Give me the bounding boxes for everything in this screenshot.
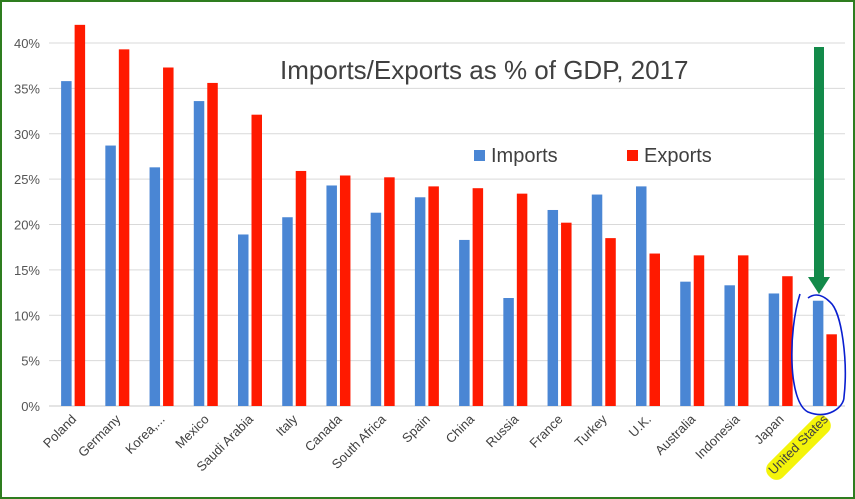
bar-exports-spain [428, 186, 439, 406]
arrow-shaft [814, 47, 824, 277]
bar-exports-indonesia [737, 255, 749, 406]
y-tick-label: 0% [21, 399, 40, 414]
bar-exports-korea- [163, 67, 174, 406]
bar-exports-china [472, 188, 484, 406]
x-tick-label: Canada [302, 411, 345, 454]
bar-imports-u-k- [636, 186, 647, 406]
bar-imports-south-africa [370, 212, 382, 406]
bar-exports-germany [118, 49, 130, 406]
bar-imports-saudi-arabia [238, 234, 249, 406]
bar-exports-poland [74, 24, 86, 406]
chart-title: Imports/Exports as % of GDP, 2017 [280, 55, 688, 85]
bar-exports-united-states [826, 334, 837, 406]
x-tick-label: France [526, 412, 565, 451]
x-tick-label: Mexico [172, 412, 212, 452]
x-tick-label: Indonesia [692, 411, 743, 462]
bar-imports-mexico [193, 101, 205, 406]
bar-exports-canada [339, 175, 351, 406]
annotations [791, 47, 847, 416]
y-axis-ticks: 0% 5% 10% 15% 20% 25% 30% 35% 40% [14, 36, 40, 414]
y-tick-label: 20% [14, 218, 40, 233]
bar-imports-turkey [591, 194, 603, 406]
bar-exports-france [561, 222, 572, 406]
gridlines [49, 42, 845, 407]
bars [61, 24, 837, 407]
bar-imports-italy [282, 217, 293, 406]
bar-imports-korea- [149, 167, 161, 406]
bar-imports-france [547, 209, 559, 406]
bar-imports-indonesia [724, 285, 735, 406]
y-tick-label: 5% [21, 354, 40, 369]
bar-exports-mexico [207, 82, 218, 407]
legend-label-exports: Exports [644, 145, 712, 167]
y-tick-label: 35% [14, 81, 40, 96]
legend-swatch-imports [474, 150, 485, 161]
legend-label-imports: Imports [491, 145, 558, 167]
y-tick-label: 25% [14, 172, 40, 187]
x-tick-label: Italy [273, 411, 301, 439]
bar-exports-u-k- [649, 253, 660, 406]
bar-exports-turkey [605, 238, 616, 406]
bar-exports-south-africa [384, 177, 395, 406]
bar-imports-spain [414, 197, 426, 406]
legend: Imports Exports [474, 145, 712, 167]
x-tick-label: Germany [75, 411, 124, 460]
bar-exports-australia [693, 255, 705, 406]
legend-swatch-exports [627, 150, 638, 161]
y-tick-label: 10% [14, 308, 40, 323]
bar-exports-japan [782, 276, 793, 406]
bar-exports-russia [516, 193, 528, 406]
x-tick-label: Korea,... [122, 412, 167, 457]
bar-imports-russia [503, 298, 514, 406]
bar-imports-australia [680, 281, 691, 406]
y-tick-label: 40% [14, 36, 40, 51]
x-tick-label: U.K. [626, 412, 654, 440]
bar-imports-canada [326, 185, 337, 406]
bar-imports-germany [105, 145, 116, 407]
bar-imports-poland [61, 81, 72, 407]
bar-imports-china [459, 239, 470, 406]
x-tick-label: Russia [483, 411, 522, 450]
y-tick-label: 30% [14, 127, 40, 142]
bar-imports-united-states [812, 300, 824, 406]
bar-imports-japan [768, 293, 780, 406]
bar-exports-saudi-arabia [251, 114, 262, 406]
x-tick-label: China [443, 411, 478, 446]
x-tick-label: Spain [399, 412, 433, 446]
arrow-head [808, 277, 830, 294]
x-tick-label: Turkey [572, 411, 611, 450]
highlight-circle [791, 293, 847, 416]
y-tick-label: 15% [14, 263, 40, 278]
x-tick-label: Poland [40, 412, 79, 451]
bar-exports-italy [295, 170, 307, 406]
x-tick-label: Japan [751, 412, 787, 448]
highlight-marker [766, 415, 831, 480]
